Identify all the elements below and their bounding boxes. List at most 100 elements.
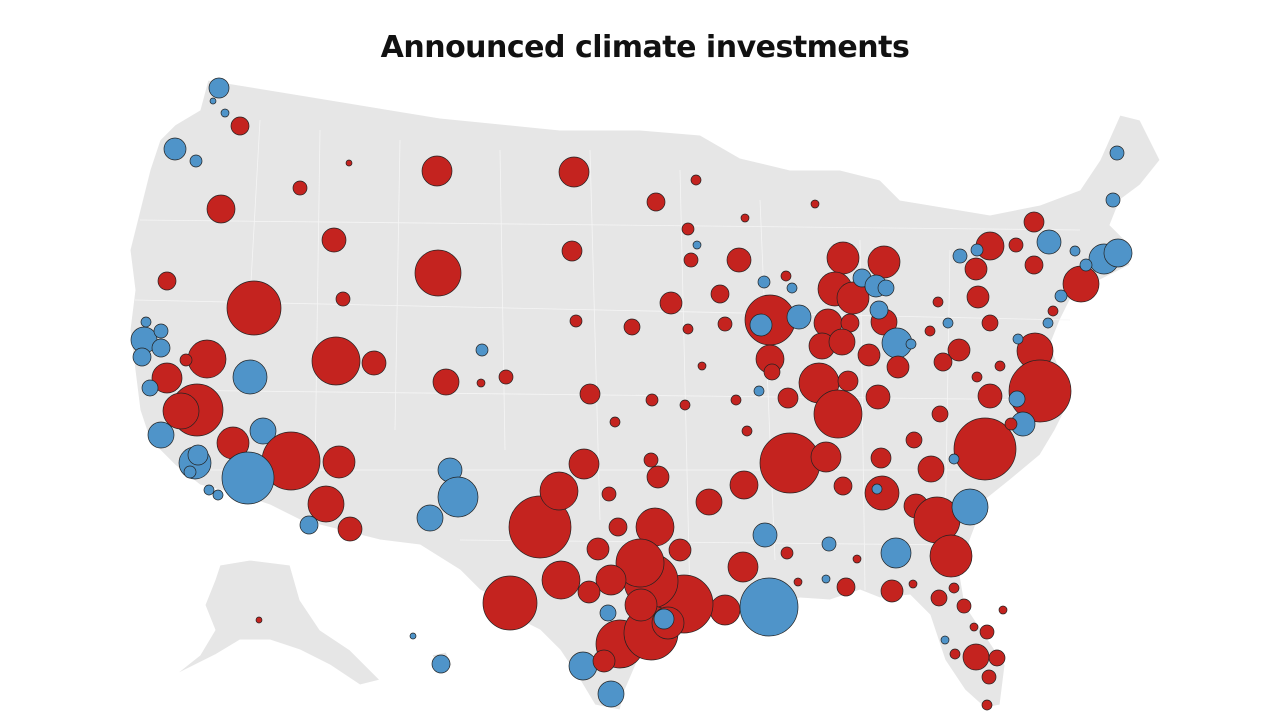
red-investment-bubble-46 bbox=[865, 384, 891, 410]
blue-investment-bubble-198 bbox=[220, 108, 230, 118]
blue-investment-bubble-82 bbox=[752, 522, 778, 548]
red-investment-bubble-97 bbox=[539, 471, 579, 511]
red-investment-bubble-140 bbox=[162, 392, 200, 430]
red-investment-bubble-48 bbox=[933, 352, 953, 372]
red-investment-bubble-28 bbox=[867, 245, 901, 279]
red-investment-bubble-72 bbox=[930, 589, 948, 607]
red-investment-bubble-79 bbox=[981, 699, 993, 711]
blue-investment-bubble-127 bbox=[416, 504, 444, 532]
blue-investment-bubble-183 bbox=[905, 338, 917, 350]
red-investment-bubble-132 bbox=[311, 336, 361, 386]
red-investment-bubble-164 bbox=[1023, 211, 1045, 233]
red-investment-bubble-60 bbox=[917, 455, 945, 483]
blue-investment-bubble-190 bbox=[692, 240, 702, 250]
blue-investment-bubble-83 bbox=[821, 536, 837, 552]
red-investment-bubble-9 bbox=[646, 192, 666, 212]
red-investment-bubble-17 bbox=[623, 318, 641, 336]
red-investment-bubble-112 bbox=[646, 465, 670, 489]
red-investment-bubble-130 bbox=[498, 369, 514, 385]
red-investment-bubble-47 bbox=[886, 355, 910, 379]
red-investment-bubble-105 bbox=[624, 588, 658, 622]
map-title: Announced climate investments bbox=[380, 30, 910, 65]
red-investment-bubble-5 bbox=[421, 155, 453, 187]
blue-investment-bubble-53 bbox=[1008, 390, 1026, 408]
blue-investment-bubble-131 bbox=[475, 343, 489, 357]
red-investment-bubble-8 bbox=[206, 194, 236, 224]
red-investment-bubble-59 bbox=[905, 431, 923, 449]
blue-investment-bubble-196 bbox=[409, 632, 417, 640]
red-investment-bubble-11 bbox=[414, 249, 462, 297]
blue-investment-bubble-57 bbox=[948, 453, 960, 465]
red-investment-bubble-116 bbox=[609, 416, 621, 428]
red-investment-bubble-194 bbox=[810, 199, 820, 209]
red-investment-bubble-19 bbox=[659, 291, 683, 315]
red-investment-bubble-85 bbox=[780, 546, 794, 560]
red-investment-bubble-96 bbox=[508, 495, 572, 559]
red-investment-bubble-197 bbox=[255, 616, 263, 624]
blue-investment-bubble-156 bbox=[132, 347, 152, 367]
blue-investment-bubble-153 bbox=[203, 484, 215, 496]
blue-investment-bubble-152 bbox=[183, 465, 197, 479]
blue-investment-bubble-108 bbox=[599, 604, 617, 622]
red-investment-bubble-188 bbox=[740, 213, 750, 223]
red-investment-bubble-37 bbox=[828, 328, 856, 356]
blue-investment-bubble-154 bbox=[212, 489, 224, 501]
blue-investment-bubble-178 bbox=[1042, 317, 1054, 329]
red-investment-bubble-133 bbox=[361, 350, 387, 376]
red-investment-bubble-166 bbox=[1024, 255, 1044, 275]
red-investment-bubble-61 bbox=[870, 447, 892, 469]
red-investment-bubble-110 bbox=[592, 649, 616, 673]
red-investment-bubble-207 bbox=[998, 605, 1008, 615]
red-investment-bubble-21 bbox=[717, 316, 733, 332]
red-investment-bubble-129 bbox=[476, 378, 486, 388]
red-investment-bubble-122 bbox=[763, 363, 781, 381]
red-investment-bubble-98 bbox=[568, 448, 600, 480]
red-investment-bubble-128 bbox=[432, 368, 460, 396]
blue-investment-bubble-147 bbox=[299, 515, 319, 535]
red-investment-bubble-6 bbox=[558, 156, 590, 188]
red-investment-bubble-77 bbox=[949, 648, 961, 660]
red-investment-bubble-45 bbox=[813, 389, 863, 439]
blue-investment-bubble-111 bbox=[597, 680, 625, 708]
red-investment-bubble-44 bbox=[837, 370, 859, 392]
red-investment-bubble-124 bbox=[697, 361, 707, 371]
red-investment-bubble-69 bbox=[929, 534, 973, 578]
red-investment-bubble-115 bbox=[579, 383, 601, 405]
red-investment-bubble-87 bbox=[836, 577, 856, 597]
red-investment-bubble-120 bbox=[741, 425, 753, 437]
red-investment-bubble-76 bbox=[988, 649, 1006, 667]
red-investment-bubble-18 bbox=[682, 323, 694, 335]
red-investment-bubble-189 bbox=[681, 222, 695, 236]
red-investment-bubble-162 bbox=[966, 285, 990, 309]
red-investment-bubble-80 bbox=[729, 470, 759, 500]
blue-investment-bubble-2 bbox=[163, 137, 187, 161]
blue-investment-bubble-193 bbox=[757, 275, 771, 289]
blue-investment-bubble-141 bbox=[147, 421, 175, 449]
red-investment-bubble-208 bbox=[908, 579, 918, 589]
red-investment-bubble-81 bbox=[695, 488, 723, 516]
red-investment-bubble-145 bbox=[322, 445, 356, 479]
blue-investment-bubble-70 bbox=[880, 537, 912, 569]
red-investment-bubble-118 bbox=[679, 399, 691, 411]
red-investment-bubble-106 bbox=[668, 538, 692, 562]
red-investment-bubble-88 bbox=[709, 594, 741, 626]
red-investment-bubble-15 bbox=[335, 291, 351, 307]
blue-investment-bubble-136 bbox=[232, 359, 268, 395]
blue-investment-bubble-149 bbox=[221, 451, 275, 505]
blue-investment-bubble-0 bbox=[208, 77, 230, 99]
red-investment-bubble-13 bbox=[157, 271, 177, 291]
red-investment-bubble-50 bbox=[981, 314, 999, 332]
blue-investment-bubble-26 bbox=[786, 304, 812, 330]
blue-investment-bubble-121 bbox=[753, 385, 765, 397]
red-investment-bubble-206 bbox=[969, 622, 979, 632]
red-investment-bubble-84 bbox=[727, 551, 759, 583]
blue-investment-bubble-25 bbox=[749, 313, 773, 337]
red-investment-bubble-22 bbox=[726, 247, 752, 273]
red-investment-bubble-99 bbox=[482, 575, 538, 631]
blue-investment-bubble-177 bbox=[942, 317, 954, 329]
red-investment-bubble-184 bbox=[932, 296, 944, 308]
red-investment-bubble-134 bbox=[187, 339, 227, 379]
blue-investment-bubble-199 bbox=[209, 97, 217, 105]
red-investment-bubble-56 bbox=[953, 417, 1017, 481]
red-investment-bubble-1 bbox=[230, 116, 250, 136]
